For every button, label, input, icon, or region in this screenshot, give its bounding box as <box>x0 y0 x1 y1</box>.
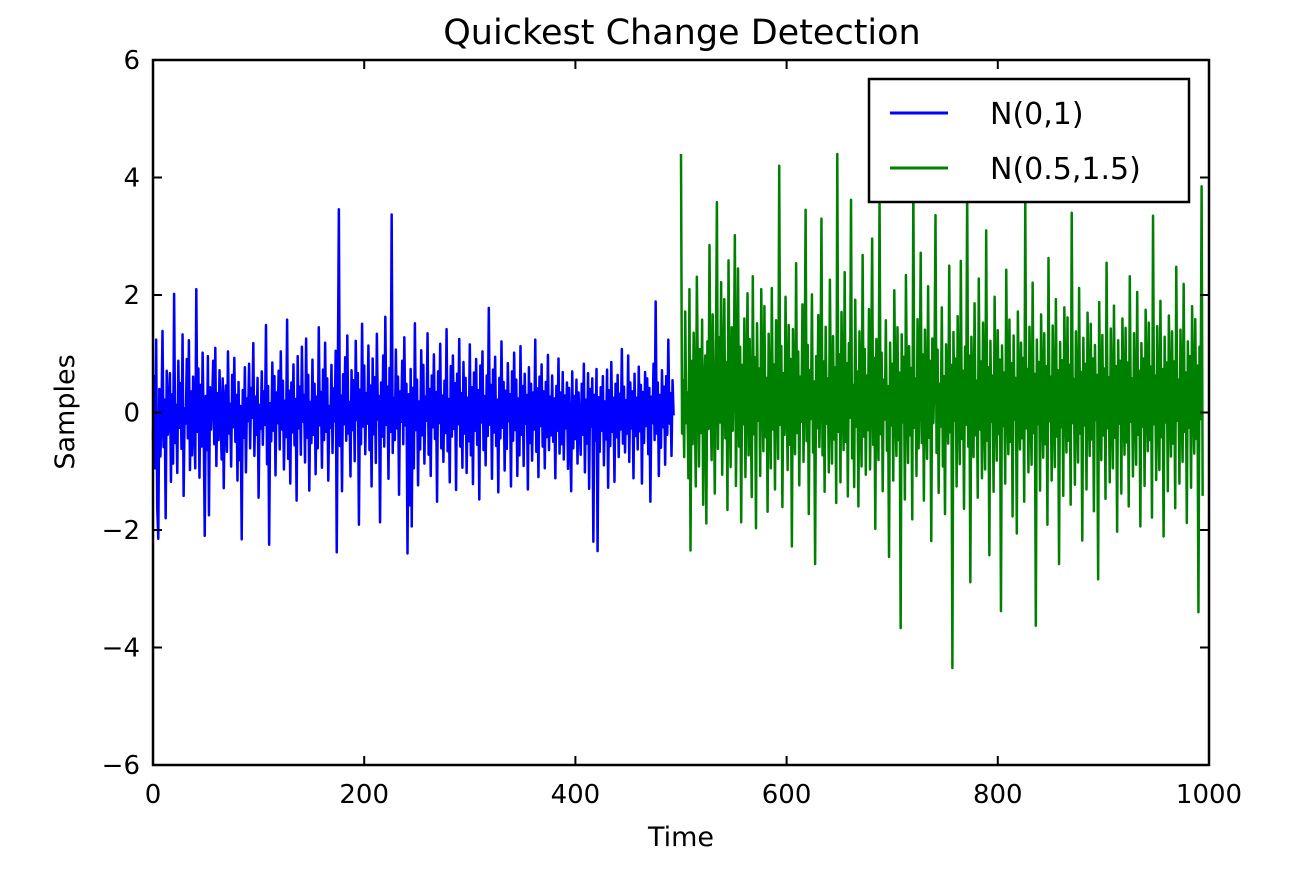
x-tick-label: 1000 <box>1176 780 1242 810</box>
series-layer <box>151 152 1204 670</box>
x-tick-label: 800 <box>973 780 1023 810</box>
legend: N(0,1) N(0.5,1.5) <box>867 77 1191 204</box>
x-tick-label: 200 <box>339 780 389 810</box>
y-tick-label: 4 <box>123 164 140 194</box>
x-tick-label: 600 <box>762 780 812 810</box>
y-tick-label: 2 <box>123 281 140 311</box>
y-axis-label: Samples <box>50 354 81 469</box>
series-line-n-0-5-1-5 <box>679 152 1204 670</box>
legend-label-n05-15: N(0.5,1.5) <box>990 152 1141 187</box>
y-tick-label: −2 <box>102 516 140 546</box>
y-tick-label: 6 <box>123 46 140 76</box>
y-tick-label: −4 <box>102 634 140 664</box>
x-tick-label: 400 <box>551 780 601 810</box>
y-tick-label: −6 <box>102 751 140 781</box>
plot-frame <box>151 58 1211 767</box>
series-line-n-0-1 <box>151 207 675 555</box>
legend-label-n01: N(0,1) <box>990 97 1084 132</box>
chart-title: Quickest Change Detection <box>443 13 921 53</box>
x-axis-label: Time <box>647 822 714 853</box>
x-tick-label: 0 <box>145 780 162 810</box>
ticks-layer: 0 200 400 600 800 1000 6 4 2 0 −2 −4 −6 <box>102 46 1242 810</box>
y-tick-label: 0 <box>123 399 140 429</box>
legend-box <box>867 77 1191 204</box>
